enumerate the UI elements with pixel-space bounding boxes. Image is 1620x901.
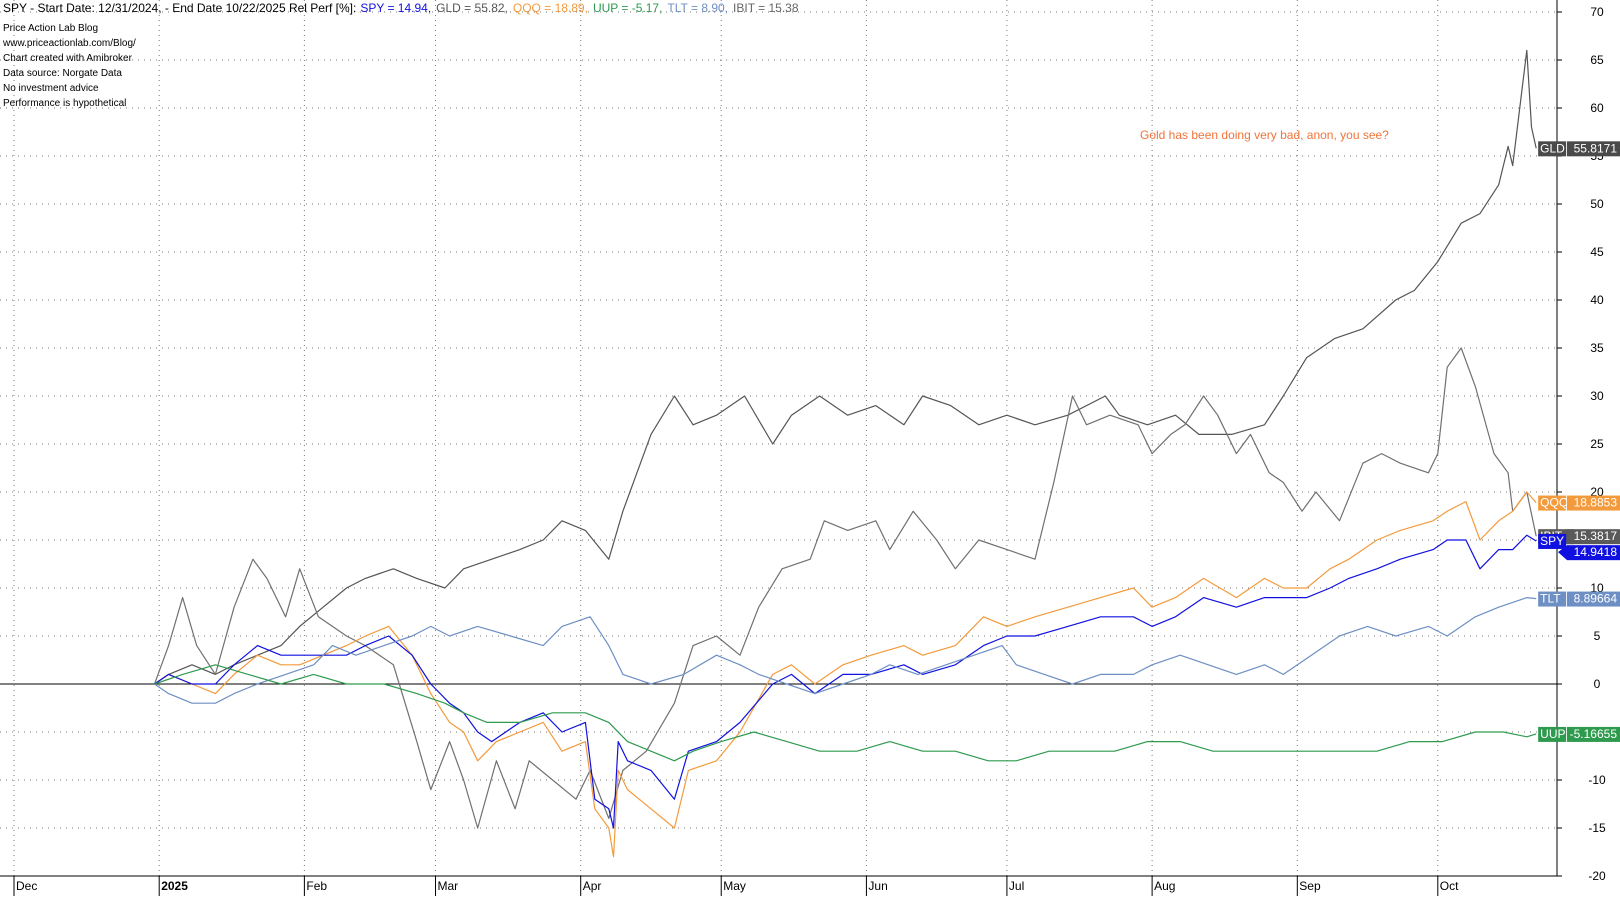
y-tick-label: 40 — [1590, 293, 1604, 307]
y-tick-label: 70 — [1590, 5, 1604, 19]
y-tick-label: 65 — [1590, 53, 1604, 67]
series-line-ibit — [153, 347, 1537, 829]
y-tick-label: 20 — [1590, 485, 1604, 499]
series-line-uup — [154, 664, 1537, 762]
series-name-tag-gld — [1538, 141, 1567, 157]
series-name-tag-qqq — [1538, 495, 1567, 511]
header-perf-item: GLD = 55.82, — [436, 1, 508, 15]
y-tick-label: 25 — [1590, 437, 1604, 451]
series-value-label: 55.8171 — [1574, 141, 1618, 155]
series-name-label: UUP — [1540, 727, 1565, 741]
y-tick-label: 60 — [1590, 101, 1604, 115]
x-tick-label: Mar — [438, 879, 459, 893]
series-value-label: 18.8853 — [1574, 496, 1618, 510]
y-tick-label: 35 — [1590, 341, 1604, 355]
annotation-text: Gold has been doing very bad, anon, you … — [1140, 128, 1389, 142]
series-name-tag-uup — [1538, 726, 1567, 742]
header-perf-item: TLT = 8.90, — [667, 1, 728, 15]
x-tick-label: Jul — [1009, 879, 1024, 893]
y-tick-label: 30 — [1590, 389, 1604, 403]
header-perf-item: QQQ = 18.89, — [513, 1, 588, 15]
series-value-tag-spy — [1567, 545, 1620, 561]
series-value-tag-tlt — [1567, 591, 1620, 607]
series-value-label: 8.89664 — [1574, 592, 1618, 606]
x-tick-label: 2025 — [161, 879, 188, 893]
info-line: Performance is hypothetical — [3, 98, 126, 109]
info-block: Price Action Lab Blog www.priceactionlab… — [2, 23, 136, 109]
y-tick-label: 0 — [1594, 677, 1601, 691]
series-line-qqq — [154, 491, 1537, 858]
x-tick-label: Sep — [1299, 879, 1321, 893]
info-line: No investment advice — [3, 83, 99, 94]
spy-arrow-marker — [1558, 545, 1567, 561]
y-tick-label: 5 — [1594, 629, 1601, 643]
header-title: SPY - Start Date: 12/31/2024, - End Date… — [3, 1, 356, 15]
series-value-label: 15.3817 — [1574, 529, 1618, 543]
series-value-tag-uup — [1567, 726, 1620, 742]
y-tick-label: 50 — [1590, 197, 1604, 211]
info-line: Price Action Lab Blog — [3, 23, 98, 34]
series-line-spy — [154, 534, 1537, 829]
series-value-tag-ibit — [1567, 529, 1620, 545]
y-tick-label: 10 — [1590, 581, 1604, 595]
series-layer — [153, 49, 1537, 858]
header-perf-items: SPY = 14.94, GLD = 55.82, QQQ = 18.89, UUP … — [360, 1, 799, 15]
series-name-label: SPY — [1540, 534, 1564, 548]
y-tick-label: -10 — [1588, 773, 1606, 787]
series-name-tag-spy — [1538, 533, 1567, 549]
y-tick-label: -20 — [1588, 869, 1606, 883]
x-tick-label: Jun — [868, 879, 887, 893]
x-tick-label: May — [723, 879, 746, 893]
x-tick-label: Oct — [1440, 879, 1459, 893]
x-tick-label: Aug — [1154, 879, 1175, 893]
header-perf-item: SPY = 14.94, — [360, 1, 431, 15]
series-value-label: 14.9418 — [1574, 545, 1618, 559]
series-line-tlt — [154, 597, 1537, 704]
series-value-tag-qqq — [1567, 495, 1620, 511]
x-tick-label: Apr — [583, 879, 602, 893]
series-name-label: QQQ — [1540, 496, 1568, 510]
info-line: Chart created with Amibroker — [3, 53, 133, 64]
series-line-gld — [154, 49, 1537, 685]
series-name-label: TLT — [1540, 592, 1561, 606]
series-value-tag-gld — [1567, 141, 1620, 157]
series-name-tag-tlt — [1538, 591, 1567, 607]
y-tick-label: -15 — [1588, 821, 1606, 835]
header-perf-item: IBIT = 15.38 — [733, 1, 799, 15]
grid-layer — [0, 0, 1557, 877]
x-tick-label: Dec — [16, 879, 37, 893]
label-layer: GLD55.8171IBIT15.3817QQQ18.8853SPY14.941… — [1538, 141, 1620, 742]
info-line: Data source: Norgate Data — [3, 68, 122, 79]
series-name-label: GLD — [1540, 141, 1565, 155]
series-value-label: -5.16655 — [1570, 727, 1618, 741]
y-tick-label: 45 — [1590, 245, 1604, 259]
header-perf-item: UUP = -5.17, — [593, 1, 662, 15]
info-line: www.priceactionlab.com/Blog/ — [2, 38, 136, 49]
x-tick-label: Feb — [306, 879, 327, 893]
